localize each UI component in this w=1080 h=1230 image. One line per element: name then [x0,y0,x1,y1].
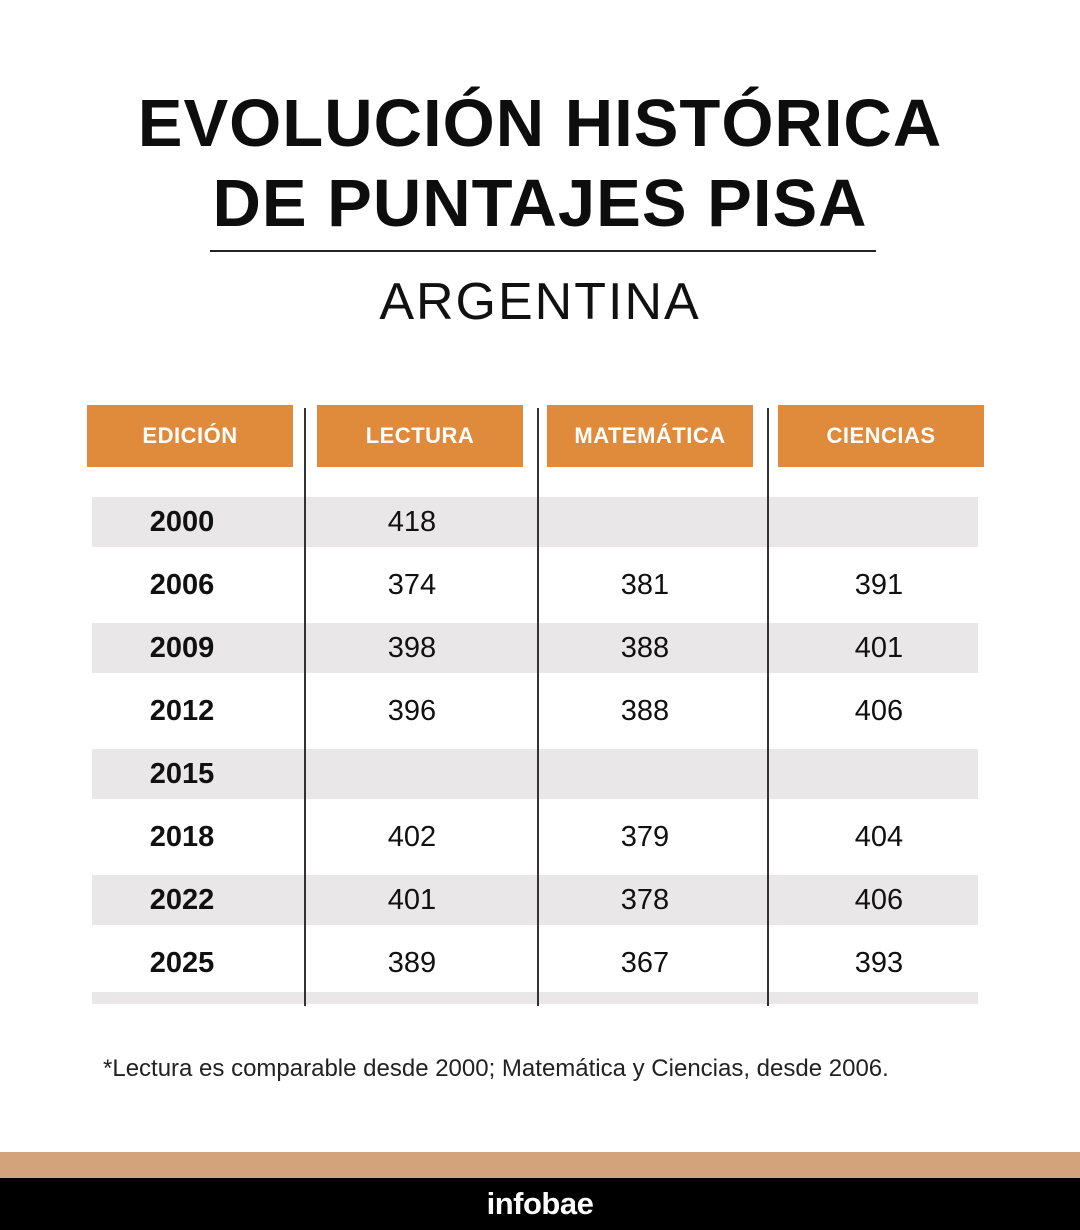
cell-edicion: 2009 [149,632,215,664]
brand-logo: infobae [486,1186,594,1221]
cell-ciencias [769,749,989,799]
table-row: 2015 [92,749,978,799]
footer-bar: infobae [0,1178,1080,1230]
title-line-2: DE PUNTAJES PISA [212,166,868,241]
cell-matematica [535,497,755,547]
cell-edicion: 2022 [149,884,215,916]
cell-ciencias: 393 [854,947,904,979]
table-row: 2018 402 379 404 [92,812,978,862]
table-bottom-stripe [92,992,978,1004]
cell-lectura: 402 [387,821,437,853]
table-row: 2000 418 [92,497,978,547]
cell-matematica: 367 [620,947,670,979]
cell-matematica: 388 [620,632,670,664]
page-subtitle: ARGENTINA [379,273,701,331]
cell-edicion: 2015 [149,758,215,790]
cell-matematica: 379 [620,821,670,853]
cell-edicion: 2000 [149,506,215,538]
cell-ciencias: 404 [854,821,904,853]
table-row: 2025 389 367 393 [92,938,978,988]
cell-ciencias: 406 [854,695,904,727]
cell-edicion: 2012 [149,695,215,727]
cell-matematica: 381 [620,569,670,601]
cell-lectura [302,749,522,799]
header-edicion: EDICIÓN [87,405,293,467]
cell-edicion: 2018 [149,821,215,853]
page-title: EVOLUCIÓN HISTÓRICA DE PUNTAJES PISA [0,84,1080,244]
cell-ciencias: 406 [854,884,904,916]
cell-ciencias: 401 [854,632,904,664]
cell-matematica: 378 [620,884,670,916]
cell-matematica: 388 [620,695,670,727]
table-row: 2009 398 388 401 [92,623,978,673]
title-divider [210,250,876,252]
column-divider [767,408,769,1006]
cell-lectura: 374 [387,569,437,601]
footnote: *Lectura es comparable desde 2000; Matem… [103,1055,889,1082]
column-divider [304,408,306,1006]
title-line-1: EVOLUCIÓN HISTÓRICA [137,86,943,161]
header-matematica: MATEMÁTICA [547,405,753,467]
cell-lectura: 401 [387,884,437,916]
cell-ciencias: 391 [854,569,904,601]
header-lectura: LECTURA [317,405,523,467]
cell-edicion: 2025 [149,947,215,979]
cell-edicion: 2006 [149,569,215,601]
cell-lectura: 398 [387,632,437,664]
table-row: 2006 374 381 391 [92,560,978,610]
header-ciencias: CIENCIAS [778,405,984,467]
footer-accent-band [0,1152,1080,1178]
scores-table: EDICIÓN LECTURA MATEMÁTICA CIENCIAS 2000… [87,405,984,1006]
cell-lectura: 396 [387,695,437,727]
table-row: 2012 396 388 406 [92,686,978,736]
cell-lectura: 389 [387,947,437,979]
table-row: 2022 401 378 406 [92,875,978,925]
cell-lectura: 418 [387,506,437,538]
cell-ciencias [769,497,989,547]
column-divider [537,408,539,1006]
cell-matematica [535,749,755,799]
